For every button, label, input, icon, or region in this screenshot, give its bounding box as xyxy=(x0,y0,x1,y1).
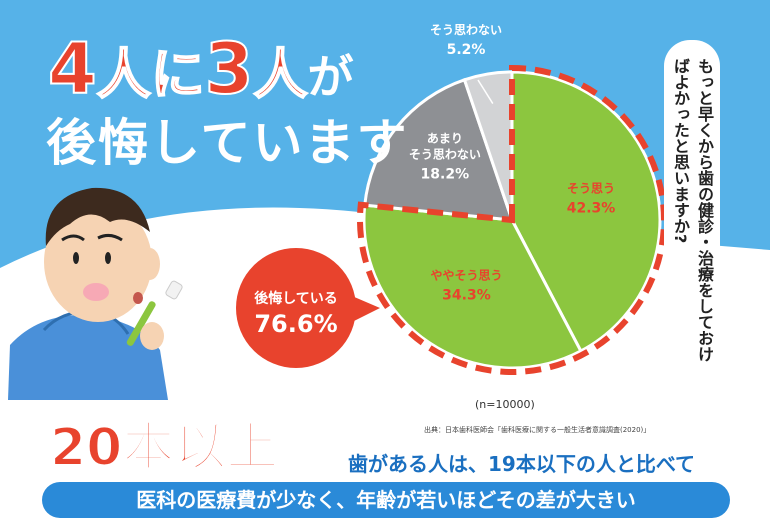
footer-banner-text: 医科の医療費が少なく、年齢が若いほどその差が大きい xyxy=(136,488,636,512)
regret-label: 後悔している xyxy=(254,291,338,307)
pie-slice-1 xyxy=(510,70,662,354)
boy-illustration xyxy=(8,187,183,400)
footer-big-text: 20本以上 xyxy=(49,418,279,478)
headline-number-4: 4 xyxy=(47,28,98,110)
slice-leader-line xyxy=(477,79,494,104)
pie-slice-name-3: あまり xyxy=(427,132,463,146)
pie-slice-value-4: 5.2% xyxy=(447,42,486,58)
pie-slice-name-1: そう思う xyxy=(567,182,615,196)
pie-slice-2 xyxy=(362,203,583,370)
pie-slice-4 xyxy=(462,70,514,221)
regret-bubble xyxy=(236,248,380,368)
pie-slice-name-2: ややそう思う xyxy=(430,268,502,282)
footer-sub-text: 歯がある人は、19本以下の人と比べて xyxy=(348,452,696,476)
headline-line-1: 4人に3人が xyxy=(47,33,354,106)
source-citation: 出典：日本歯科医師会「歯科医療に関する一般生活者意識調査(2020)」 xyxy=(424,426,651,434)
footer-banner xyxy=(42,482,730,518)
headline-word-person2: 人 xyxy=(252,43,308,106)
headline-word-person1: 人に xyxy=(96,43,206,106)
pie-slice-name-4: そう思わない xyxy=(430,23,502,37)
pie-chart xyxy=(362,70,662,370)
regret-summary: 後悔している 76.6% xyxy=(236,288,356,338)
sample-size: (n=10000) xyxy=(475,398,535,411)
survey-question: もっと早くから歯の健診・治療をしておけばよかったと思いますか? xyxy=(671,58,714,362)
regret-value: 76.6% xyxy=(254,310,338,338)
headline-particle: が xyxy=(307,50,354,104)
pie-labels: そう思う42.3%ややそう思う34.3%あまりそう思わない18.2%そう思わない… xyxy=(409,23,615,303)
regret-highlight-outline xyxy=(357,64,667,375)
headline-line-2: 後悔しています xyxy=(46,114,409,172)
question-box xyxy=(664,40,720,372)
pie-slice-value-2: 34.3% xyxy=(442,287,491,303)
pie-slice-name-3: そう思わない xyxy=(409,148,481,162)
pie-slice-value-3: 18.2% xyxy=(421,167,470,183)
pie-slice-value-1: 42.3% xyxy=(567,201,616,217)
headline-number-3: 3 xyxy=(204,28,255,110)
